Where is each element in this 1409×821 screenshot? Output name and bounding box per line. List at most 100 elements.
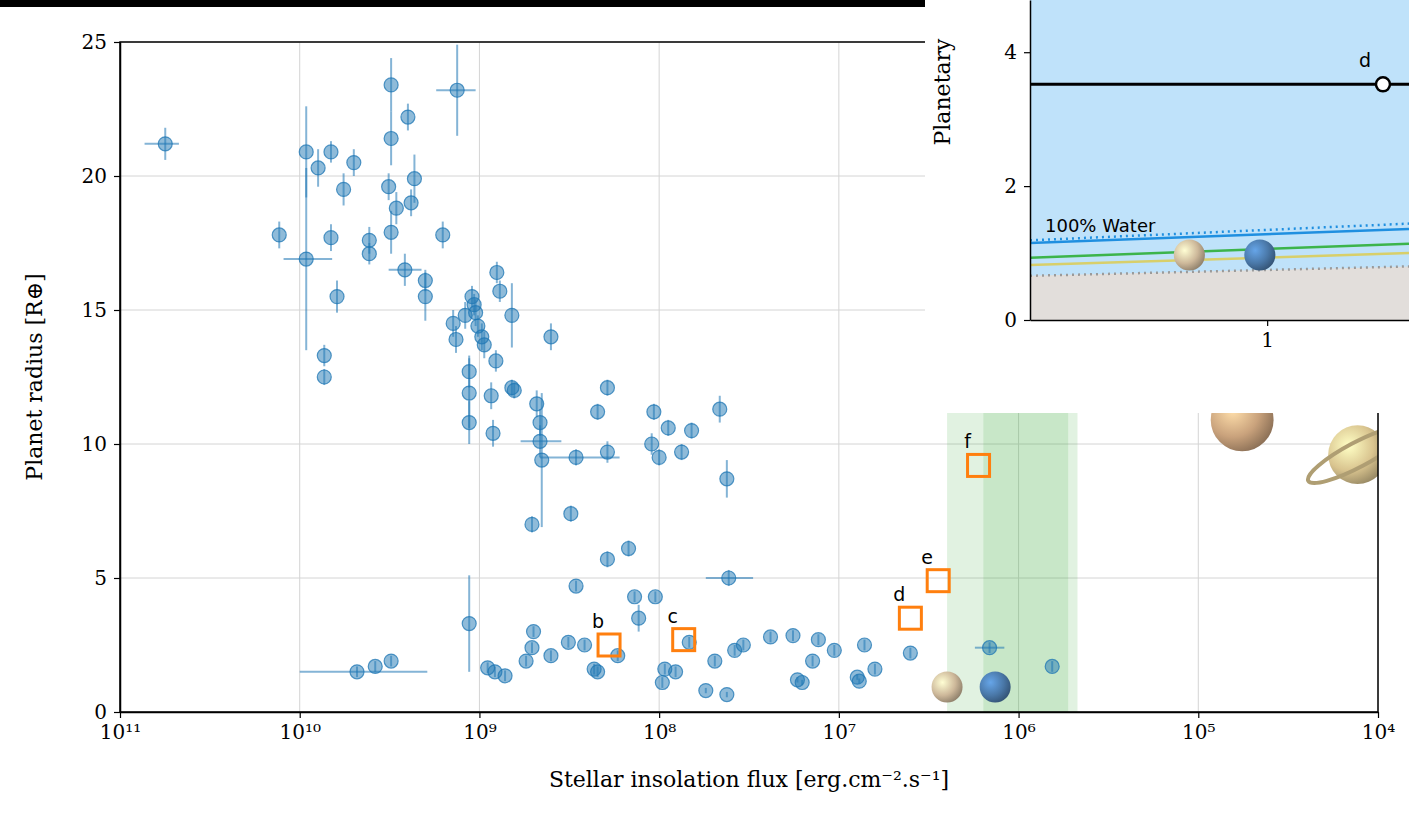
point [647,405,661,419]
area-edge [1030,266,1409,275]
tick-group: 10⁷ [823,712,856,744]
chart-1: 1024Planetary100% Waterd [930,0,1409,352]
tick [1024,320,1030,321]
line [1030,83,1409,86]
point [484,389,498,403]
tick [1024,52,1030,53]
tick-group: 20 [82,164,120,188]
point [272,228,286,242]
tick-group: 10⁴ [1362,712,1395,744]
point [827,643,841,657]
area [1030,266,1409,320]
grid-line [479,42,480,712]
axis-line [120,43,122,713]
point [462,386,476,400]
planet-icon [980,672,1011,703]
point [347,156,361,170]
point [648,590,662,604]
tick-label: 10⁹ [463,720,496,744]
error-bars [145,45,1053,698]
point [330,290,344,304]
point [544,649,558,663]
planet-ring [1302,418,1378,492]
tick-group: 10⁵ [1182,712,1215,744]
point [569,450,583,464]
point [505,308,519,322]
point [685,424,699,438]
point [362,233,376,247]
point [519,654,533,668]
point [489,354,503,368]
point [533,434,547,448]
point [1045,659,1059,673]
point [337,182,351,196]
grid-line [299,42,300,712]
point [382,180,396,194]
point [450,83,464,97]
point [622,542,636,556]
x-axis: 1 [1031,320,1409,352]
point [507,383,521,397]
point [535,453,549,467]
point [311,161,325,175]
tick-group: 2 [1004,174,1030,198]
point [632,611,646,625]
point [903,646,917,660]
point [404,196,418,210]
tick-label: 10⁸ [643,720,676,744]
point-label: e [921,546,933,568]
point [530,397,544,411]
point [418,274,432,288]
points [598,454,989,656]
plot-background [1030,0,1409,320]
tick-group: 10⁸ [643,712,676,744]
tick [114,310,120,311]
point [533,416,547,430]
planet-icon [1244,240,1275,271]
point [389,201,403,215]
planet-icons [932,388,1274,702]
point [324,231,338,245]
tick [114,712,120,713]
point [600,381,614,395]
tick-label: 1 [1261,328,1274,352]
point [462,416,476,430]
tick-group: 10⁹ [463,712,496,744]
point [527,625,541,639]
points [1376,77,1390,91]
tick-group: 1 [1261,320,1274,352]
point [736,638,750,652]
point [498,669,512,683]
point [811,633,825,647]
tick-label: 0 [1004,308,1017,332]
point [525,517,539,531]
marker-square [927,570,949,592]
marker-square [968,454,990,476]
point [764,630,778,644]
tick-label: 10⁶ [1002,720,1035,744]
page: 10¹¹10¹⁰10⁹10⁸10⁷10⁶10⁵10⁴0510152025Stel… [0,0,1409,821]
point [561,635,575,649]
point [350,665,364,679]
tick-label: 15 [82,298,107,322]
axis-line [121,712,1379,714]
y-axis: 024 [1004,1,1030,332]
point [401,110,415,124]
point [544,330,558,344]
point-label: 100% Water [1045,215,1156,236]
point [852,674,866,688]
grid-line [120,578,1378,579]
point [591,665,605,679]
tick-group: 5 [94,566,120,590]
point [384,78,398,92]
tick-label: 10⁴ [1362,720,1395,744]
point [720,688,734,702]
point [299,145,313,159]
point [591,405,605,419]
tick [1018,712,1019,718]
point [398,263,412,277]
axis-line [1030,1,1032,321]
axis-line [1031,320,1409,322]
tick-label: 2 [1004,174,1017,198]
tick-label: 10⁷ [823,720,856,744]
